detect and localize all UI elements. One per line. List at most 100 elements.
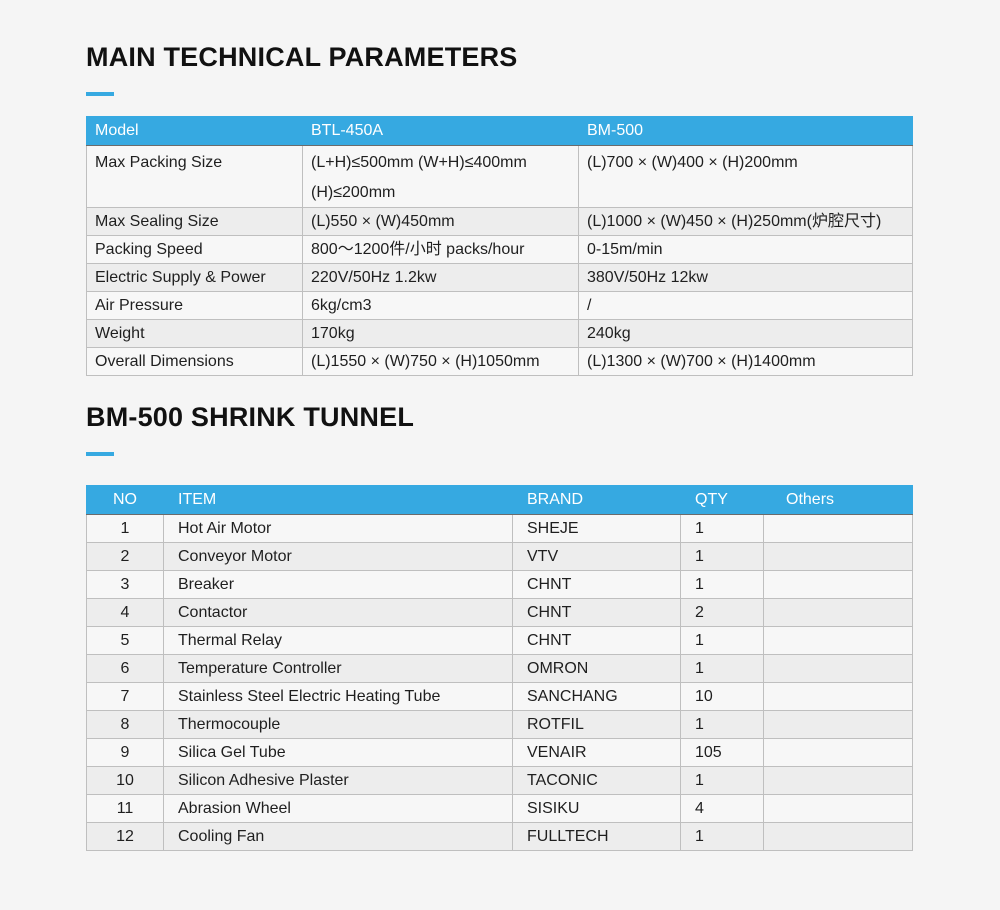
part-quantity: 1	[680, 822, 764, 851]
part-others	[763, 822, 913, 851]
part-others	[763, 682, 913, 711]
part-brand: VTV	[512, 542, 681, 571]
part-item-name: Thermocouple	[163, 710, 513, 739]
part-brand: OMRON	[512, 654, 681, 683]
part-brand: TACONIC	[512, 766, 681, 795]
part-quantity: 2	[680, 598, 764, 627]
table-header-row: NO ITEM BRAND QTY Others	[86, 485, 913, 515]
table-header-row: Model BTL-450A BM-500	[86, 116, 913, 146]
column-header-bm-500: BM-500	[578, 116, 913, 146]
part-quantity: 105	[680, 738, 764, 767]
main-technical-parameters-table: Model BTL-450A BM-500 Max Packing Size (…	[86, 116, 913, 376]
part-brand: FULLTECH	[512, 822, 681, 851]
param-value-btl-450a: 220V/50Hz 1.2kw	[302, 263, 579, 292]
part-number: 1	[86, 514, 164, 543]
part-item-name: Cooling Fan	[163, 822, 513, 851]
table-row: 10 Silicon Adhesive Plaster TACONIC 1	[86, 766, 913, 795]
part-brand: SHEJE	[512, 514, 681, 543]
part-item-name: Conveyor Motor	[163, 542, 513, 571]
table-row: 5 Thermal Relay CHNT 1	[86, 626, 913, 655]
shrink-tunnel-parts-table: NO ITEM BRAND QTY Others 1 Hot Air Motor S…	[86, 485, 913, 851]
param-value-bm-500: (L)700 × (W)400 × (H)200mm	[578, 145, 913, 208]
param-value-line-1: (L+H)≤500mm (W+H)≤400mm	[311, 154, 527, 171]
part-number: 10	[86, 766, 164, 795]
part-quantity: 1	[680, 570, 764, 599]
param-value-bm-500: 0-15m/min	[578, 235, 913, 264]
part-item-name: Hot Air Motor	[163, 514, 513, 543]
part-others	[763, 710, 913, 739]
part-quantity: 1	[680, 766, 764, 795]
part-brand: ROTFIL	[512, 710, 681, 739]
part-number: 5	[86, 626, 164, 655]
part-quantity: 4	[680, 794, 764, 823]
part-number: 4	[86, 598, 164, 627]
part-quantity: 10	[680, 682, 764, 711]
param-value-btl-450a: 800～1200件/小时 packs/hour	[302, 235, 579, 264]
part-others	[763, 598, 913, 627]
part-brand: CHNT	[512, 626, 681, 655]
part-number: 2	[86, 542, 164, 571]
part-brand: VENAIR	[512, 738, 681, 767]
param-label: Overall Dimensions	[86, 347, 303, 376]
page-title: MAIN TECHNICAL PARAMETERS	[86, 42, 518, 72]
part-number: 12	[86, 822, 164, 851]
table-row: 8 Thermocouple ROTFIL 1	[86, 710, 913, 739]
part-item-name: Temperature Controller	[163, 654, 513, 683]
column-header-others: Others	[763, 485, 913, 515]
param-value-bm-500: 240kg	[578, 319, 913, 348]
part-others	[763, 514, 913, 543]
part-others	[763, 570, 913, 599]
part-item-name: Silica Gel Tube	[163, 738, 513, 767]
part-number: 7	[86, 682, 164, 711]
column-header-btl-450a: BTL-450A	[302, 116, 579, 146]
param-label: Max Packing Size	[86, 145, 303, 208]
part-number: 8	[86, 710, 164, 739]
table-row: 11 Abrasion Wheel SISIKU 4	[86, 794, 913, 823]
part-item-name: Abrasion Wheel	[163, 794, 513, 823]
section-heading-shrink-tunnel: BM-500 SHRINK TUNNEL	[86, 404, 414, 456]
column-header-no: NO	[86, 485, 164, 515]
table-row: 9 Silica Gel Tube VENAIR 105	[86, 738, 913, 767]
part-quantity: 1	[680, 542, 764, 571]
accent-bar	[86, 92, 114, 96]
part-number: 9	[86, 738, 164, 767]
section-heading-parameters: MAIN TECHNICAL PARAMETERS	[86, 44, 518, 96]
part-others	[763, 794, 913, 823]
column-header-item: ITEM	[163, 485, 513, 515]
part-item-name: Thermal Relay	[163, 626, 513, 655]
param-label: Packing Speed	[86, 235, 303, 264]
param-value-bm-500: 380V/50Hz 12kw	[578, 263, 913, 292]
table-row: 7 Stainless Steel Electric Heating Tube SA…	[86, 682, 913, 711]
part-brand: SANCHANG	[512, 682, 681, 711]
part-others	[763, 542, 913, 571]
table-row: 3 Breaker CHNT 1	[86, 570, 913, 599]
param-value-btl-450a: (L+H)≤500mm (W+H)≤400mm (H)≤200mm	[302, 145, 579, 208]
part-number: 11	[86, 794, 164, 823]
column-header-model: Model	[86, 116, 303, 146]
column-header-brand: BRAND	[512, 485, 681, 515]
table-row: Overall Dimensions (L)1550 × (W)750 × (H…	[86, 347, 913, 376]
param-value-bm-500: /	[578, 291, 913, 320]
accent-bar	[86, 452, 114, 456]
param-value-bm-500: (L)1300 × (W)700 × (H)1400mm	[578, 347, 913, 376]
part-brand: CHNT	[512, 598, 681, 627]
param-label: Air Pressure	[86, 291, 303, 320]
param-value-btl-450a: 6kg/cm3	[302, 291, 579, 320]
part-number: 6	[86, 654, 164, 683]
column-header-qty: QTY	[680, 485, 764, 515]
table-row: Max Packing Size (L+H)≤500mm (W+H)≤400mm…	[86, 145, 913, 208]
param-label: Weight	[86, 319, 303, 348]
part-item-name: Silicon Adhesive Plaster	[163, 766, 513, 795]
param-label: Max Sealing Size	[86, 207, 303, 236]
table-row: Air Pressure 6kg/cm3 /	[86, 291, 913, 320]
part-others	[763, 626, 913, 655]
part-item-name: Stainless Steel Electric Heating Tube	[163, 682, 513, 711]
table-row: Packing Speed 800～1200件/小时 packs/hour 0-…	[86, 235, 913, 264]
part-others	[763, 738, 913, 767]
part-quantity: 1	[680, 514, 764, 543]
table-row: Electric Supply & Power 220V/50Hz 1.2kw …	[86, 263, 913, 292]
part-quantity: 1	[680, 626, 764, 655]
table-row: 2 Conveyor Motor VTV 1	[86, 542, 913, 571]
table-row: 12 Cooling Fan FULLTECH 1	[86, 822, 913, 851]
